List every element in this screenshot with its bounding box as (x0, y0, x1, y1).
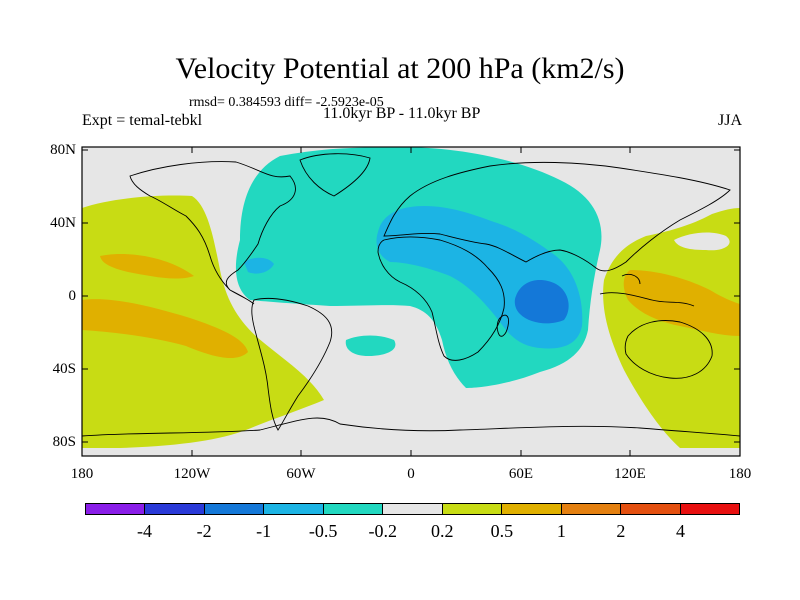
colorbar-segment (145, 504, 205, 514)
contour-fill-lightblue-2 (244, 257, 274, 274)
y-tick-label: 40S (52, 361, 76, 377)
x-tick-label: 180 (70, 466, 94, 482)
colorbar-segment (442, 504, 503, 514)
x-tick-label: 180 (728, 466, 752, 482)
colorbar (85, 503, 740, 515)
colorbar-label: 0.2 (431, 521, 454, 541)
y-tick-label: 80S (52, 434, 76, 450)
coastline-eurasia (383, 161, 731, 272)
colorbar-segment (561, 504, 622, 514)
y-tick-label: 40N (50, 215, 76, 231)
colorbar-segment (680, 504, 739, 514)
colorbar-segment (264, 504, 324, 514)
colorbar-label: -2 (196, 521, 212, 541)
colorbar-label: -4 (137, 521, 153, 541)
map-title: Velocity Potential at 200 hPa (km2/s) (175, 52, 625, 85)
stats-line: rmsd= 0.384593 diff= -2.5923e-05 (189, 95, 384, 110)
y-tick-label: 0 (68, 288, 77, 304)
season-label: JJA (717, 112, 742, 129)
contour-fill-cyan-small (345, 335, 396, 356)
coastline-antarctica (81, 417, 741, 437)
x-tick-label: 120W (173, 466, 211, 482)
coastline-madagascar (496, 314, 509, 337)
period-label: 11.0kyr BP - 11.0kyr BP (323, 105, 481, 122)
contour-fill-orange-west-2 (82, 299, 248, 359)
x-tick-label: 60E (508, 466, 534, 482)
colorbar-label: -0.5 (308, 521, 338, 541)
colorbar-label: 1 (556, 521, 566, 541)
contour-fill-orange-west (100, 254, 194, 279)
coastline-north-america (129, 161, 296, 305)
y-tick-label: 80N (50, 142, 76, 158)
colorbar-label: 4 (675, 521, 685, 541)
contour-fill-blue (514, 280, 569, 324)
coastline-south-america (251, 297, 333, 431)
coastlines (81, 153, 741, 437)
colorbar-segment (86, 504, 146, 514)
contour-fill-gray-east (674, 232, 730, 251)
coastline-australia (624, 320, 713, 379)
colorbar-label: -0.2 (368, 521, 397, 541)
coastline-indonesia (599, 273, 695, 307)
colorbar-segment (502, 504, 562, 514)
x-tick-label: 0 (407, 466, 415, 482)
x-tick-label: 120E (614, 466, 646, 482)
colorbar-segment (323, 504, 384, 514)
colorbar-segment (621, 504, 681, 514)
colorbar-label: -1 (256, 521, 272, 541)
contour-fill-green-east (603, 208, 740, 448)
colorbar-segment (383, 504, 443, 514)
coastline-africa (377, 236, 505, 361)
colorbar-segment (204, 504, 265, 514)
x-axis-ticks (81, 147, 741, 456)
colorbar-label: 2 (616, 521, 626, 541)
x-tick-label: 60W (286, 466, 316, 482)
experiment-label: Expt = temal-tebkl (82, 112, 203, 129)
colorbar-label: 0.5 (490, 521, 514, 541)
y-axis-ticks (82, 149, 740, 443)
coastline-greenland (299, 153, 371, 197)
